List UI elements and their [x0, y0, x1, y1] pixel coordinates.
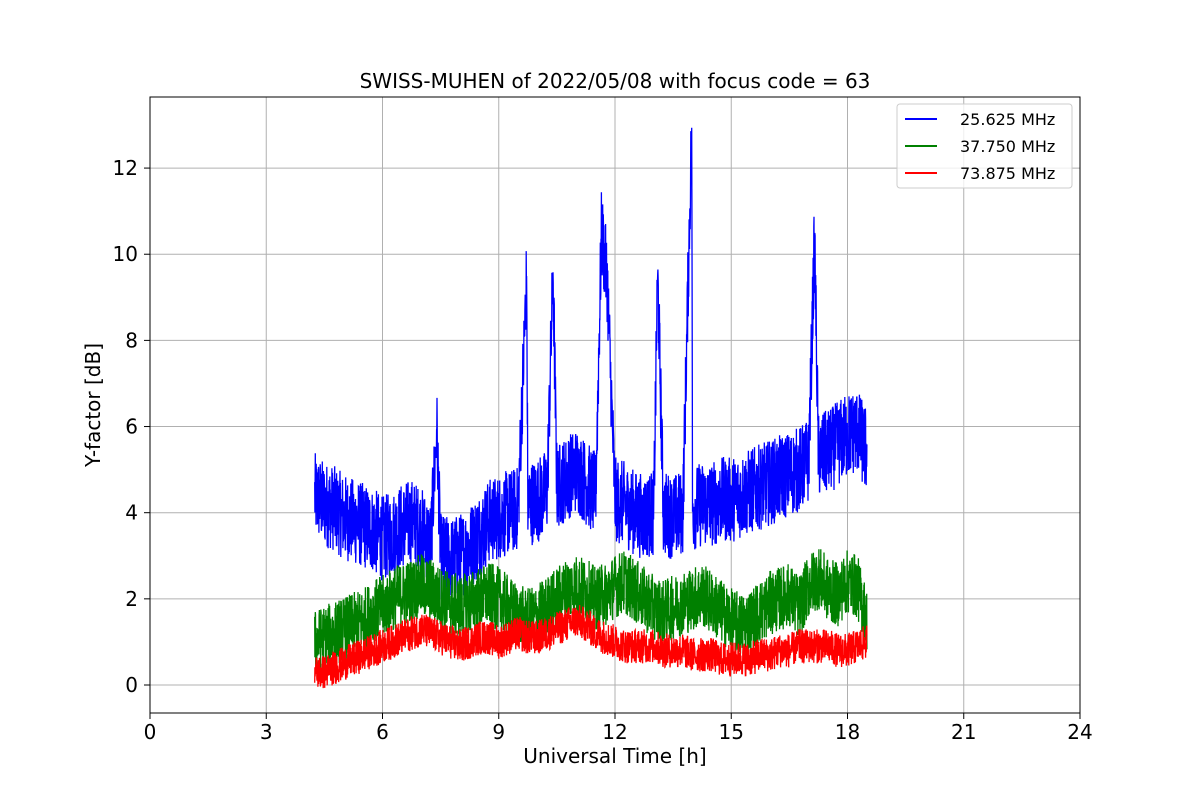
x-axis: 0 3 6 9 12 15 18 21 24	[144, 713, 1093, 744]
legend: 25.625 MHz 37.750 MHz 73.875 MHz	[896, 103, 1073, 189]
y-tick-label: 10	[113, 242, 138, 266]
legend-label-3: 73.875 MHz	[960, 164, 1055, 183]
x-tick-label: 9	[492, 720, 505, 744]
x-axis-label: Universal Time [h]	[523, 744, 706, 768]
x-tick-label: 21	[951, 720, 976, 744]
x-tick-label: 15	[719, 720, 744, 744]
legend-box	[896, 103, 1073, 189]
x-tick-label: 12	[602, 720, 627, 744]
x-tick-label: 24	[1067, 720, 1092, 744]
x-tick-label: 3	[260, 720, 273, 744]
x-tick-label: 6	[376, 720, 389, 744]
legend-label-1: 25.625 MHz	[960, 110, 1055, 129]
y-axis: 0 2 4 6 8 10 12	[113, 156, 150, 697]
y-tick-label: 12	[113, 156, 138, 180]
y-tick-label: 2	[125, 587, 138, 611]
chart-title: SWISS-MUHEN of 2022/05/08 with focus cod…	[360, 69, 871, 93]
x-tick-label: 18	[835, 720, 860, 744]
y-tick-label: 4	[125, 501, 138, 525]
x-tick-label: 0	[144, 720, 157, 744]
y-tick-label: 6	[125, 415, 138, 439]
y-axis-label: Y-factor [dB]	[81, 343, 105, 468]
series-line-3	[314, 605, 868, 689]
legend-label-2: 37.750 MHz	[960, 137, 1055, 156]
series-line-1	[314, 127, 868, 599]
series-layer	[314, 127, 868, 689]
y-tick-label: 0	[125, 673, 138, 697]
y-tick-label: 8	[125, 328, 138, 352]
series-line-2	[314, 549, 868, 671]
